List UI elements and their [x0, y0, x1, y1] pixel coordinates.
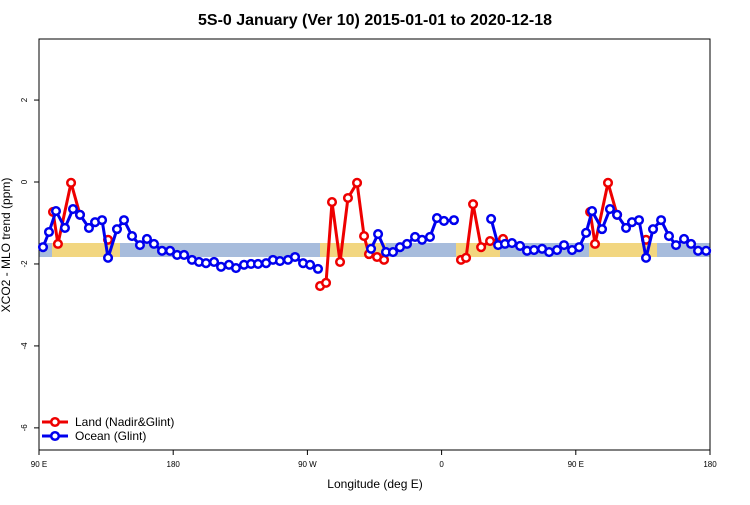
data-point: [528, 244, 540, 256]
data-point: [670, 240, 682, 251]
data-point: [544, 247, 555, 258]
data-point: [37, 242, 49, 253]
data-point: [274, 256, 286, 267]
data-point: [43, 226, 55, 238]
data-point: [602, 177, 614, 188]
x-tick-label: 90 E: [31, 460, 47, 469]
data-point: [59, 222, 70, 233]
data-point: [141, 233, 153, 245]
data-point: [50, 206, 62, 217]
data-point: [209, 256, 220, 267]
data-point: [156, 245, 168, 256]
legend-marker: [49, 430, 61, 442]
data-point: [111, 224, 123, 235]
data-point: [102, 252, 114, 263]
data-point: [312, 263, 324, 274]
y-tick-label: -2: [20, 260, 29, 268]
data-point: [66, 177, 77, 188]
x-tick-label: 90 E: [568, 460, 584, 469]
data-point: [612, 209, 623, 220]
data-point: [252, 258, 264, 270]
data-point: [438, 215, 450, 226]
data-point: [640, 252, 652, 263]
data-point: [656, 215, 667, 226]
data-point: [693, 245, 704, 256]
data-point: [373, 229, 384, 240]
data-point: [587, 206, 598, 217]
data-point: [424, 231, 436, 242]
data-point: [366, 243, 377, 254]
legend-marker: [49, 416, 61, 428]
data-point: [289, 251, 301, 263]
data-point: [67, 204, 79, 215]
data-point: [179, 249, 190, 260]
data-point: [461, 252, 472, 263]
x-axis-label: Longitude (deg E): [327, 477, 422, 491]
data-point: [468, 199, 479, 210]
data-point: [476, 242, 487, 253]
y-tick-label: 0: [20, 179, 29, 184]
chart-title: 5S-0 January (Ver 10) 2015-01-01 to 2020…: [198, 12, 552, 29]
data-point: [486, 213, 497, 224]
data-point: [74, 209, 86, 220]
data-point: [701, 245, 712, 256]
data-point: [581, 227, 592, 238]
y-tick-label: -4: [20, 342, 29, 350]
data-point: [83, 222, 95, 233]
data-point: [485, 235, 496, 247]
data-point: [596, 224, 608, 235]
data-point: [574, 242, 585, 253]
data-point: [148, 238, 160, 249]
data-point: [514, 240, 526, 251]
data-point: [417, 234, 428, 245]
x-tick-label: 0: [439, 460, 444, 469]
data-point: [342, 192, 354, 204]
data-point: [378, 254, 390, 265]
data-point: [352, 177, 363, 188]
data-point: [126, 231, 138, 242]
data-point: [165, 245, 176, 256]
land-patch: [52, 243, 120, 257]
data-point: [320, 277, 332, 288]
data-point: [604, 204, 615, 215]
x-tick-label: 180: [167, 460, 181, 469]
data-point: [118, 215, 130, 226]
data-point: [401, 238, 413, 249]
data-point: [305, 259, 316, 270]
legend-label: Land (Nadir&Glint): [75, 415, 174, 429]
data-point: [621, 222, 632, 233]
data-point: [633, 215, 645, 226]
data-point: [663, 231, 675, 242]
data-point: [326, 197, 338, 208]
data-point: [216, 261, 227, 272]
data-point: [52, 238, 63, 249]
data-point: [97, 215, 108, 226]
legend-label: Ocean (Glint): [75, 429, 146, 443]
data-point: [134, 240, 145, 251]
data-point: [506, 238, 518, 249]
x-tick-label: 90 W: [298, 460, 317, 469]
x-tick-label: 180: [703, 460, 717, 469]
data-point: [647, 224, 659, 235]
data-point: [686, 238, 697, 249]
y-tick-label: -6: [20, 424, 29, 432]
data-point: [230, 263, 242, 274]
data-point: [679, 233, 690, 245]
data-point: [551, 244, 563, 256]
data-point: [359, 231, 370, 242]
y-axis-label: XCO2 - MLO trend (ppm): [0, 178, 13, 313]
data-point: [558, 240, 570, 251]
data-point: [589, 238, 601, 249]
data-point: [200, 258, 212, 269]
data-point: [448, 215, 460, 226]
data-point: [387, 247, 399, 258]
land-patch: [589, 243, 657, 257]
data-point: [335, 256, 346, 267]
y-tick-label: 2: [20, 97, 29, 102]
